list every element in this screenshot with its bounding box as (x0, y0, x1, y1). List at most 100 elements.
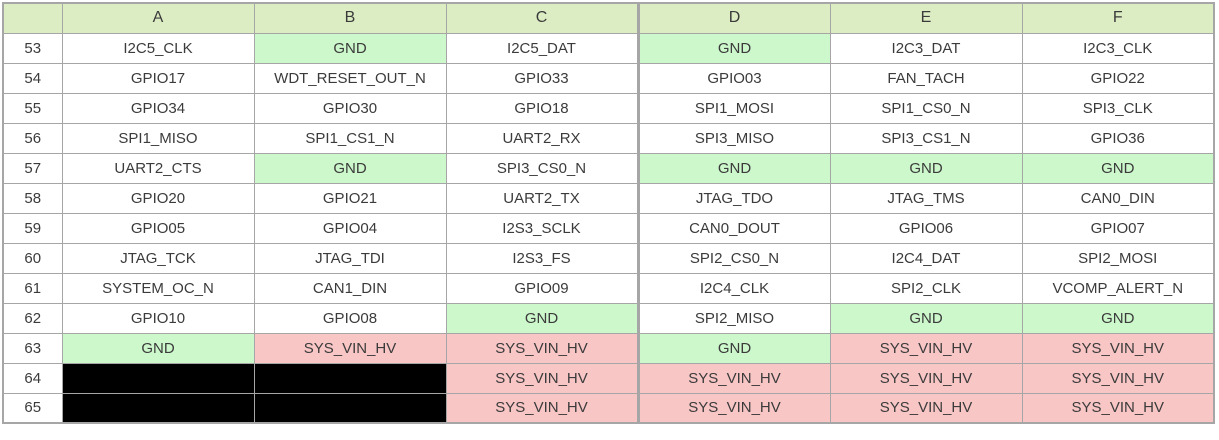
cell-E57[interactable]: GND (829, 152, 1023, 184)
cell-E58[interactable]: JTAG_TMS (829, 182, 1023, 214)
cell-A59[interactable]: GPIO05 (61, 212, 255, 244)
cell-E53[interactable]: I2C3_DAT (829, 32, 1023, 64)
table-row: 56 SPI1_MISO SPI1_CS1_N UART2_RX SPI3_MISO SP… (2, 122, 1215, 154)
cell-D63[interactable]: GND (636, 332, 831, 364)
cell-C61[interactable]: GPIO09 (445, 272, 639, 304)
row-header-60[interactable]: 60 (2, 242, 63, 274)
cell-B56[interactable]: SPI1_CS1_N (253, 122, 447, 154)
cell-C62[interactable]: GND (445, 302, 639, 334)
cell-F55[interactable]: SPI3_CLK (1021, 92, 1215, 124)
row-header-55[interactable]: 55 (2, 92, 63, 124)
cell-D54[interactable]: GPIO03 (636, 62, 831, 94)
cell-E56[interactable]: SPI3_CS1_N (829, 122, 1023, 154)
cell-D64[interactable]: SYS_VIN_HV (636, 362, 831, 394)
cell-A58[interactable]: GPIO20 (61, 182, 255, 214)
cell-E59[interactable]: GPIO06 (829, 212, 1023, 244)
cell-D59[interactable]: CAN0_DOUT (636, 212, 831, 244)
column-header-B[interactable]: B (253, 2, 447, 34)
row-header-56[interactable]: 56 (2, 122, 63, 154)
cell-B57[interactable]: GND (253, 152, 447, 184)
cell-D57[interactable]: GND (636, 152, 831, 184)
row-header-54[interactable]: 54 (2, 62, 63, 94)
cell-F64[interactable]: SYS_VIN_HV (1021, 362, 1215, 394)
cell-F53[interactable]: I2C3_CLK (1021, 32, 1215, 64)
cell-C53[interactable]: I2C5_DAT (445, 32, 639, 64)
cell-C56[interactable]: UART2_RX (445, 122, 639, 154)
cell-D53[interactable]: GND (636, 32, 831, 64)
cell-F57[interactable]: GND (1021, 152, 1215, 184)
cell-D62[interactable]: SPI2_MISO (636, 302, 831, 334)
cell-F62[interactable]: GND (1021, 302, 1215, 334)
cell-F54[interactable]: GPIO22 (1021, 62, 1215, 94)
column-header-D[interactable]: D (636, 2, 831, 34)
cell-B60[interactable]: JTAG_TDI (253, 242, 447, 274)
cell-D61[interactable]: I2C4_CLK (636, 272, 831, 304)
cell-E65[interactable]: SYS_VIN_HV (829, 392, 1023, 424)
row-header-58[interactable]: 58 (2, 182, 63, 214)
cell-E62[interactable]: GND (829, 302, 1023, 334)
cell-F58[interactable]: CAN0_DIN (1021, 182, 1215, 214)
cell-E60[interactable]: I2C4_DAT (829, 242, 1023, 274)
cell-E64[interactable]: SYS_VIN_HV (829, 362, 1023, 394)
cell-D60[interactable]: SPI2_CS0_N (636, 242, 831, 274)
cell-A65[interactable] (61, 392, 255, 424)
cell-A61[interactable]: SYSTEM_OC_N (61, 272, 255, 304)
cell-B55[interactable]: GPIO30 (253, 92, 447, 124)
cell-D55[interactable]: SPI1_MOSI (636, 92, 831, 124)
cell-A55[interactable]: GPIO34 (61, 92, 255, 124)
row-header-65[interactable]: 65 (2, 392, 63, 424)
column-header-C[interactable]: C (445, 2, 639, 34)
cell-F63[interactable]: SYS_VIN_HV (1021, 332, 1215, 364)
cell-A54[interactable]: GPIO17 (61, 62, 255, 94)
corner-cell[interactable] (2, 2, 63, 34)
cell-F60[interactable]: SPI2_MOSI (1021, 242, 1215, 274)
cell-E54[interactable]: FAN_TACH (829, 62, 1023, 94)
cell-E61[interactable]: SPI2_CLK (829, 272, 1023, 304)
cell-B64[interactable] (253, 362, 447, 394)
row-header-64[interactable]: 64 (2, 362, 63, 394)
cell-C54[interactable]: GPIO33 (445, 62, 639, 94)
column-header-F[interactable]: F (1021, 2, 1215, 34)
cell-A64[interactable] (61, 362, 255, 394)
cell-F59[interactable]: GPIO07 (1021, 212, 1215, 244)
cell-B61[interactable]: CAN1_DIN (253, 272, 447, 304)
cell-C65[interactable]: SYS_VIN_HV (445, 392, 639, 424)
row-header-57[interactable]: 57 (2, 152, 63, 184)
row-header-63[interactable]: 63 (2, 332, 63, 364)
cell-C63[interactable]: SYS_VIN_HV (445, 332, 639, 364)
cell-B54[interactable]: WDT_RESET_OUT_N (253, 62, 447, 94)
cell-A60[interactable]: JTAG_TCK (61, 242, 255, 274)
cell-C59[interactable]: I2S3_SCLK (445, 212, 639, 244)
cell-B53[interactable]: GND (253, 32, 447, 64)
cell-D58[interactable]: JTAG_TDO (636, 182, 831, 214)
row-header-62[interactable]: 62 (2, 302, 63, 334)
cell-B63[interactable]: SYS_VIN_HV (253, 332, 447, 364)
cell-F56[interactable]: GPIO36 (1021, 122, 1215, 154)
cell-B65[interactable] (253, 392, 447, 424)
row-header-59[interactable]: 59 (2, 212, 63, 244)
cell-A63[interactable]: GND (61, 332, 255, 364)
row-header-53[interactable]: 53 (2, 32, 63, 64)
cell-A53[interactable]: I2C5_CLK (61, 32, 255, 64)
cell-C58[interactable]: UART2_TX (445, 182, 639, 214)
cell-A62[interactable]: GPIO10 (61, 302, 255, 334)
cell-D65[interactable]: SYS_VIN_HV (636, 392, 831, 424)
cell-B59[interactable]: GPIO04 (253, 212, 447, 244)
cell-B58[interactable]: GPIO21 (253, 182, 447, 214)
row-header-61[interactable]: 61 (2, 272, 63, 304)
cell-C64[interactable]: SYS_VIN_HV (445, 362, 639, 394)
cell-D56[interactable]: SPI3_MISO (636, 122, 831, 154)
cell-E63[interactable]: SYS_VIN_HV (829, 332, 1023, 364)
cell-B62[interactable]: GPIO08 (253, 302, 447, 334)
cell-C55[interactable]: GPIO18 (445, 92, 639, 124)
cell-E55[interactable]: SPI1_CS0_N (829, 92, 1023, 124)
table-row: 65 SYS_VIN_HV SYS_VIN_HV SYS_VIN_HV SYS_VIN_… (2, 392, 1215, 424)
cell-A57[interactable]: UART2_CTS (61, 152, 255, 184)
column-header-A[interactable]: A (61, 2, 255, 34)
cell-F61[interactable]: VCOMP_ALERT_N (1021, 272, 1215, 304)
cell-C60[interactable]: I2S3_FS (445, 242, 639, 274)
cell-A56[interactable]: SPI1_MISO (61, 122, 255, 154)
column-header-E[interactable]: E (829, 2, 1023, 34)
cell-C57[interactable]: SPI3_CS0_N (445, 152, 639, 184)
cell-F65[interactable]: SYS_VIN_HV (1021, 392, 1215, 424)
